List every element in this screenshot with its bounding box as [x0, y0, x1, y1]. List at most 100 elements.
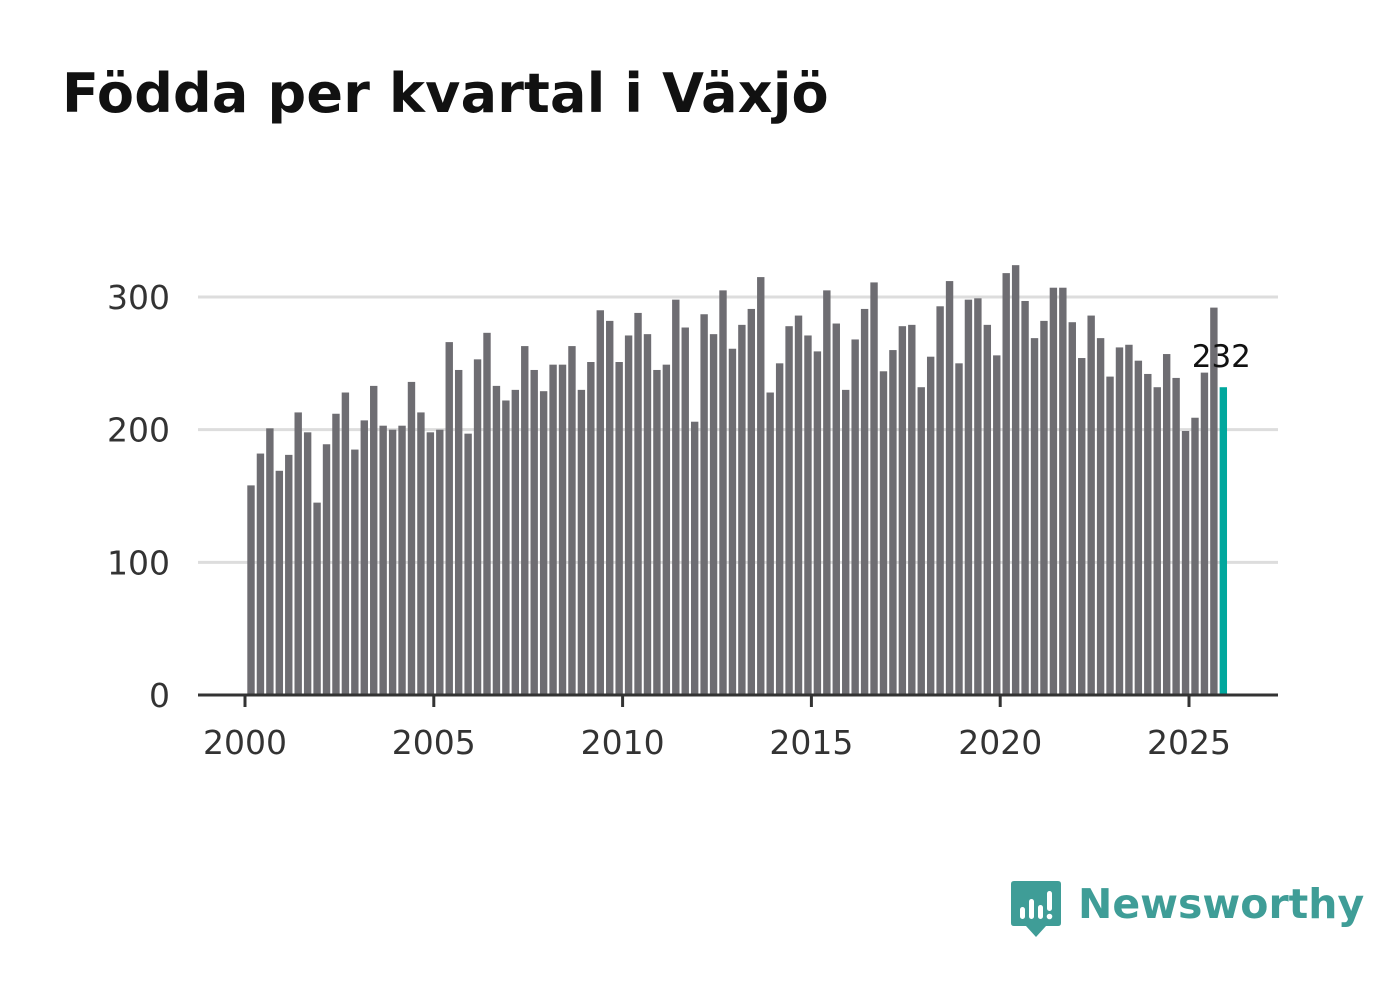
x-tick-label: 2005: [392, 723, 476, 762]
bar: [832, 323, 840, 695]
bar: [549, 364, 557, 695]
bar: [1200, 372, 1209, 695]
bar: [983, 324, 992, 695]
bar: [511, 389, 520, 695]
bar: [285, 454, 293, 695]
bar: [587, 362, 595, 695]
bar: [870, 282, 878, 695]
bar: [322, 444, 331, 695]
bar: [1191, 417, 1199, 695]
bars: [247, 265, 1228, 695]
bar: [936, 306, 944, 695]
bar: [247, 485, 255, 695]
bar: [502, 400, 510, 695]
bar: [662, 364, 671, 695]
bar: [1087, 315, 1095, 695]
bar: [653, 369, 661, 695]
bar: [1059, 287, 1067, 695]
bar: [842, 389, 850, 695]
bar: [813, 351, 822, 695]
bar: [1021, 300, 1029, 695]
bar: [804, 335, 812, 695]
bar: [719, 290, 727, 695]
bar: [1040, 320, 1048, 695]
bar: [341, 392, 350, 695]
bar: [426, 432, 435, 695]
bar: [539, 391, 548, 695]
bar: [728, 348, 737, 695]
bar: [464, 433, 472, 695]
bar: [530, 369, 538, 695]
bar: [388, 429, 397, 695]
bar: [974, 298, 982, 695]
bar: [266, 428, 274, 695]
y-tick-label: 100: [107, 543, 170, 582]
bar: [1078, 358, 1086, 695]
newsworthy-logo-icon: [1011, 881, 1061, 937]
bar: [1106, 376, 1114, 695]
bar: [955, 363, 963, 695]
bar: [634, 312, 642, 695]
x-tick-label: 2000: [203, 723, 287, 762]
bar: [360, 420, 368, 695]
bar: [1002, 273, 1010, 695]
bar: [624, 335, 633, 695]
bar: [521, 346, 529, 695]
x-tick-label: 2020: [958, 723, 1042, 762]
bar: [558, 364, 567, 695]
bar: [757, 277, 765, 695]
chart-title: Födda per kvartal i Växjö: [62, 62, 829, 125]
bar: [945, 281, 954, 695]
bar: [294, 412, 302, 695]
bar: [672, 299, 680, 695]
last-value-label: 232: [1192, 339, 1251, 375]
bar: [275, 470, 284, 695]
bar: [313, 502, 321, 695]
bar: [898, 326, 907, 695]
bar: [1030, 338, 1039, 695]
bar: [568, 346, 576, 695]
bar: [879, 371, 888, 695]
x-tick-label: 2015: [769, 723, 853, 762]
bar: [303, 432, 312, 695]
bar: [1068, 322, 1076, 695]
bar: [747, 308, 756, 695]
bar: [690, 421, 699, 695]
bar: [681, 327, 689, 695]
bar: [1153, 387, 1161, 695]
bar: [775, 363, 784, 695]
bar: [917, 387, 925, 695]
bar: [615, 362, 623, 695]
y-tick-label: 300: [107, 278, 170, 317]
bar: [908, 324, 916, 695]
bar: [1115, 347, 1124, 695]
bar: [1210, 307, 1218, 695]
bar: [700, 314, 708, 695]
bar: [473, 359, 482, 695]
bar: [370, 385, 378, 695]
bar: [964, 299, 973, 695]
axis-ticks: 0 100 200 300 2000 2005 2010 2015 2020 2025: [107, 278, 1231, 762]
bar: [860, 308, 869, 695]
bar: [643, 334, 652, 695]
y-tick-label: 200: [107, 411, 170, 450]
bar: [1049, 287, 1058, 695]
bar: [492, 385, 501, 695]
bar: [785, 326, 793, 695]
bar: [445, 342, 453, 695]
bar: [1125, 344, 1133, 695]
bar: [1011, 265, 1020, 695]
bar: [709, 334, 718, 695]
bar: [766, 392, 774, 695]
bar: [436, 429, 444, 695]
bar: [256, 453, 265, 695]
x-tick-label: 2025: [1147, 723, 1231, 762]
y-tick-label: 0: [149, 676, 170, 715]
bar: [738, 324, 746, 695]
bar: [1181, 430, 1190, 695]
newsworthy-logo: Newsworthy: [1010, 878, 1364, 940]
bar-highlight: [1219, 387, 1228, 695]
bar: [351, 449, 359, 695]
bar: [596, 310, 604, 695]
